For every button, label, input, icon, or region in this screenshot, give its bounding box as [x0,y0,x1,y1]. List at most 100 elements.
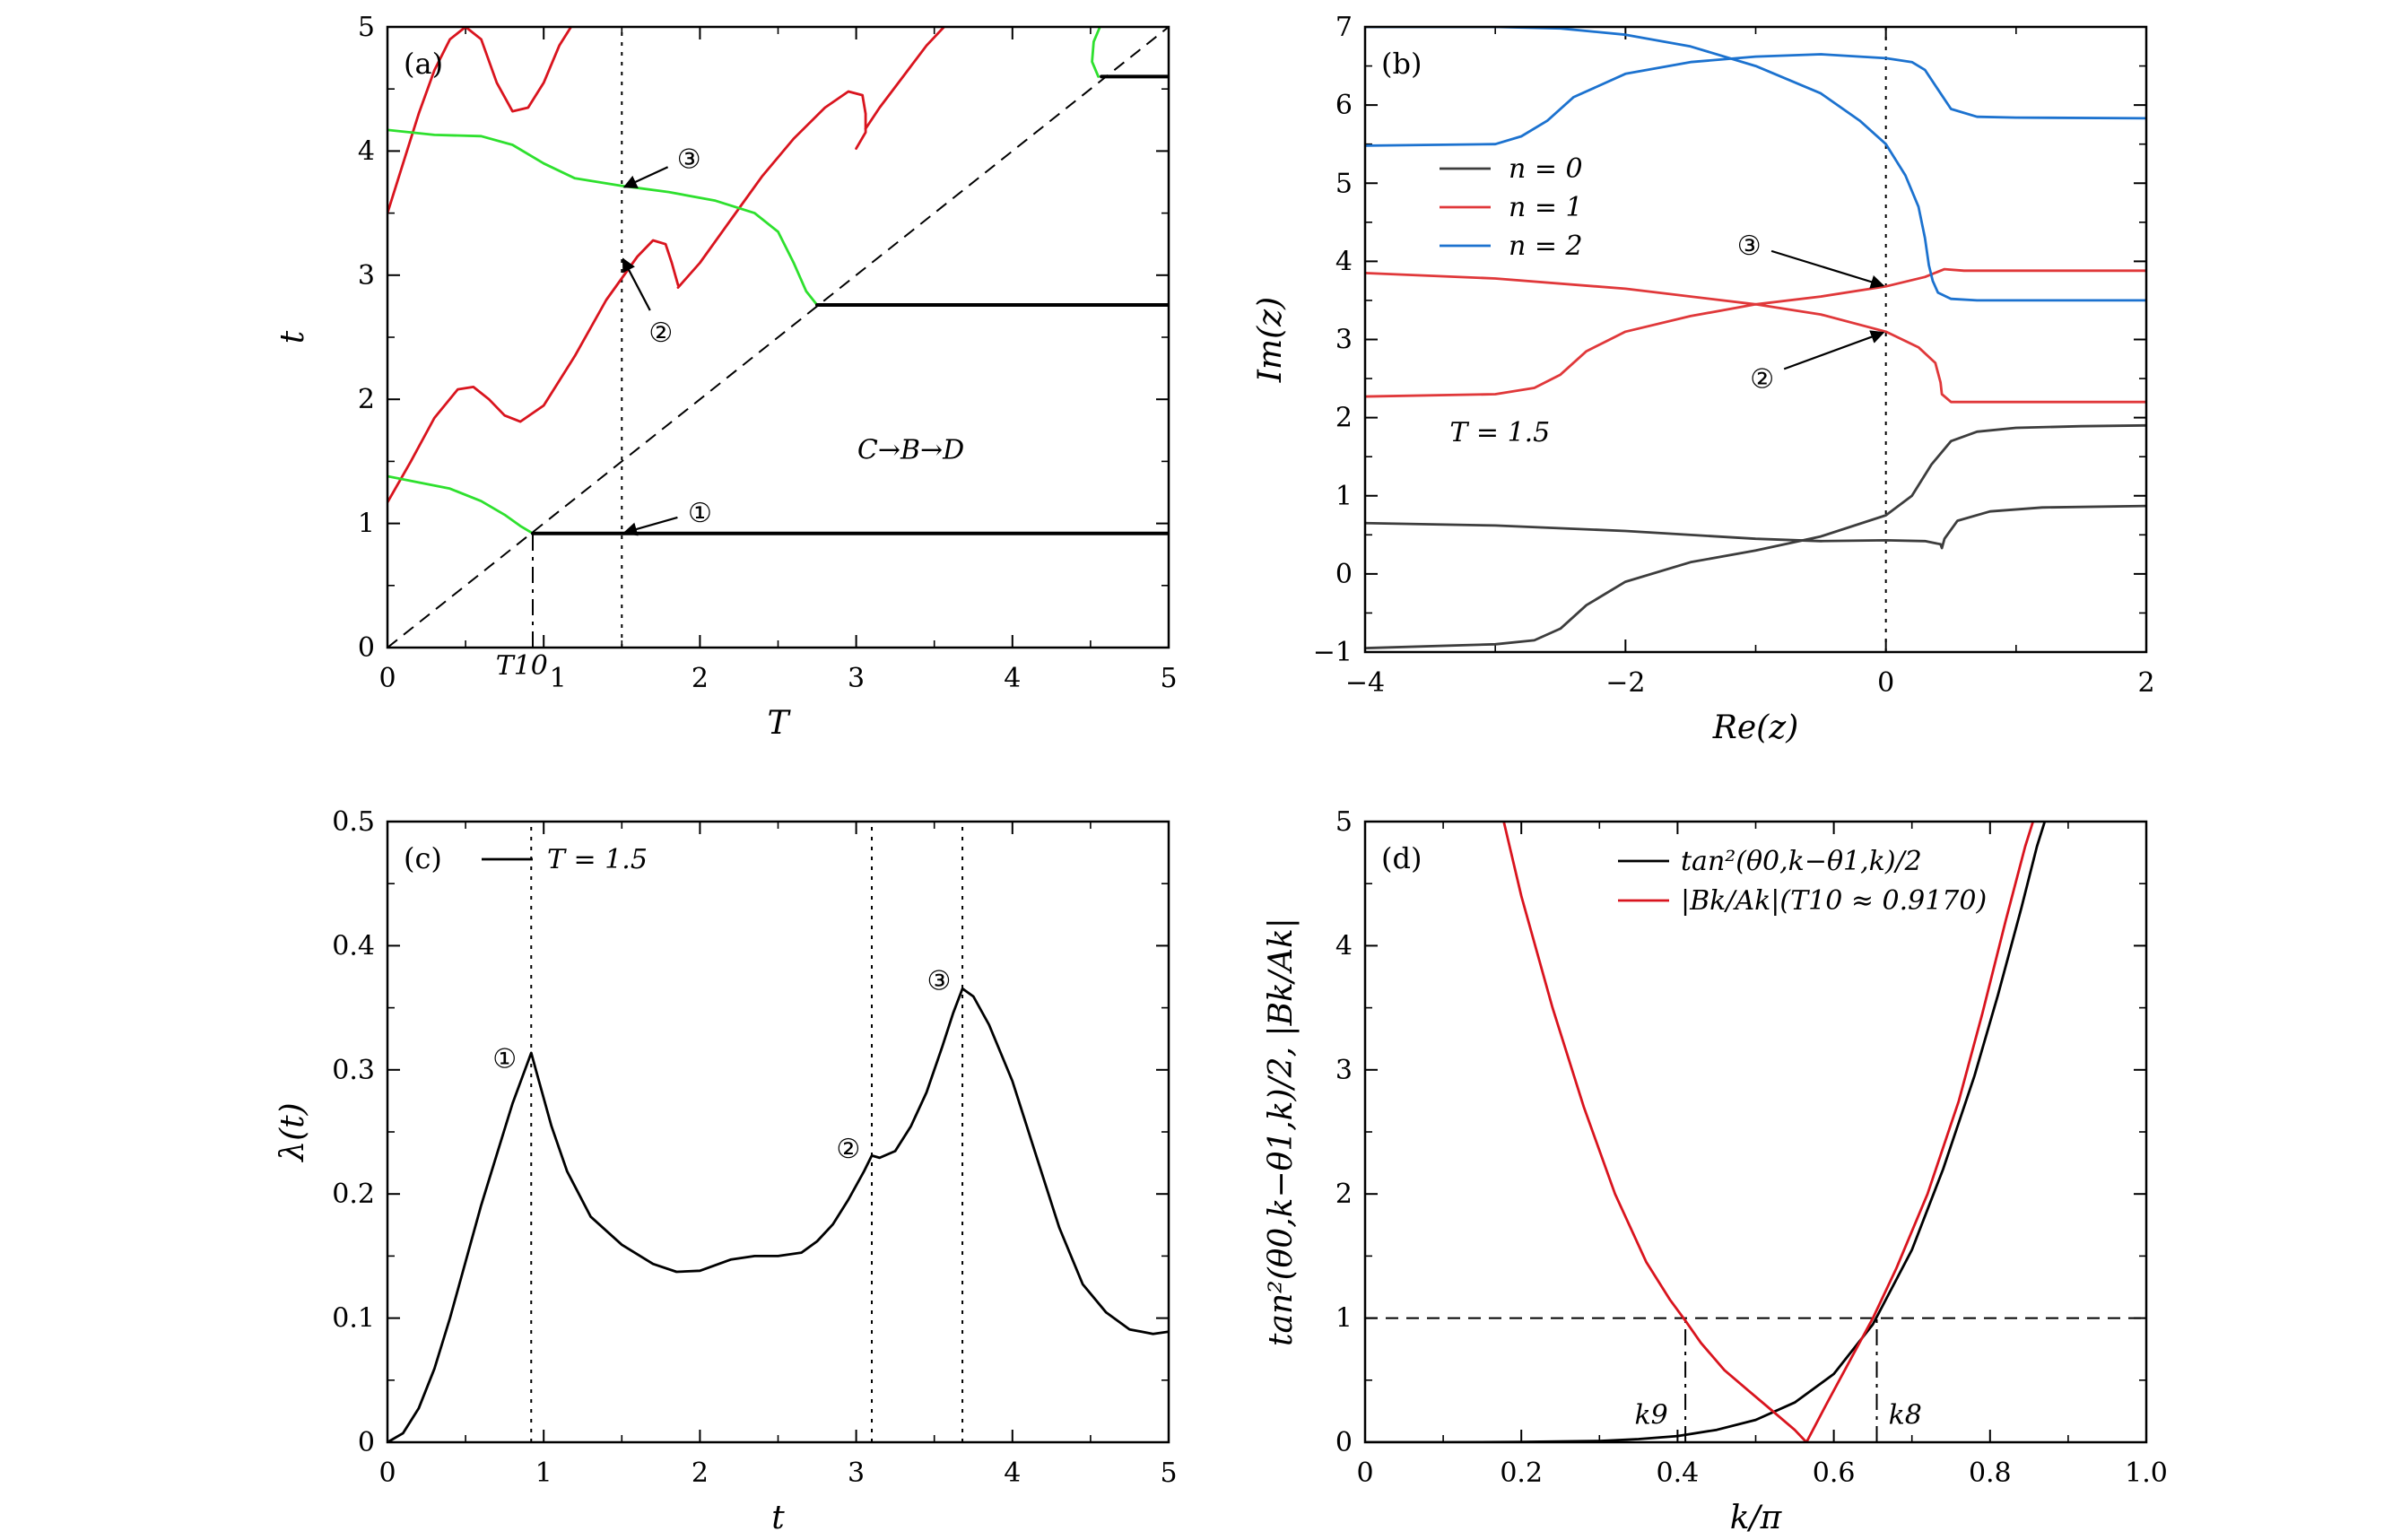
y-tick-label: 5 [1335,168,1353,199]
y-tick-label: 0.3 [332,1055,375,1086]
diagonal-line [387,27,1169,648]
series-n2-b [1365,27,2146,302]
panel-d: 0 0.2 0.4 0.6 0.8 1.0 0 1 2 3 4 5 k/π tan²(θ0,k−θ1,k)… [1263,806,2168,1536]
panel-c: 0 1 2 3 4 5 0 0.1 0.2 0.3 0.4 0.5 t λ(t) (c) ① ② ③ T = 1.5 [274,806,1178,1536]
legend-entry: n = 1 [1509,192,1583,223]
y-axis-label: tan²(θ0,k−θ1,k)/2, |Bk/Ak| [1263,918,1300,1346]
panel-a: 0 1 2 3 4 5 0 1 2 3 4 5 Tt (a) ① ② ③ C→B→D T10 [274,12,1178,742]
y-axis-label: t [274,330,311,344]
annotation-marker: ① [688,498,712,529]
x-tick-label: 4 [1004,663,1021,694]
annotation-arrow [1783,330,1885,370]
ticks: 0 0.2 0.4 0.6 0.8 1.0 0 1 2 3 4 5 [1335,806,2168,1489]
series-red-2 [676,90,867,289]
x-tick-label: 0.2 [1500,1457,1543,1489]
tick-note-T10: T10 [496,650,548,682]
x-tick-label: −2 [1605,667,1645,699]
legend-entry: n = 2 [1509,231,1583,262]
series-red-4 [387,27,573,214]
annotation-arrow [622,516,678,536]
legend-entry: tan²(θ0,k−θ1,k)/2 [1681,846,1922,877]
x-tick-label: 5 [1160,663,1177,694]
ticks: 0 1 2 3 4 5 0 0.1 0.2 0.3 0.4 0.5 [332,806,1177,1489]
y-axis-label: Im(z) [1252,297,1289,383]
series-group [387,27,1169,535]
legend: T = 1.5 [482,844,648,875]
y-tick-label: 5 [1335,806,1353,838]
x-tick-label: −4 [1345,667,1385,699]
y-tick-label: 0.1 [332,1303,375,1335]
series-n1-b [1365,272,2146,404]
series-BA-left [1502,822,1808,1442]
reference-lines [530,822,964,1442]
x-tick-label: 4 [1004,1457,1021,1489]
x-tick-label: 0 [378,1457,396,1489]
series-green-3 [1091,27,1101,78]
x-tick-label: 3 [848,1457,865,1489]
legend-entry: T = 1.5 [547,844,648,875]
annotation-marker: ② [1750,363,1774,395]
x-tick-label: 0.6 [1813,1457,1856,1489]
y-tick-label: 4 [1335,930,1353,961]
plot-frame [386,25,1170,649]
y-tick-label: 1 [1335,1303,1353,1335]
x-tick-label: 1.0 [2125,1457,2168,1489]
series-group [387,987,1169,1442]
x-tick-label: 1 [550,663,567,694]
annotation-marker: ③ [677,144,701,175]
plot-frame [1363,25,2148,654]
reference-lines [1365,1317,2146,1442]
y-tick-label: 3 [1335,1055,1353,1086]
y-tick-label: 4 [358,135,375,167]
legend-entry: |Bk/Ak|(T10 ≈ 0.9170) [1681,885,1987,917]
x-axis-label: k/π [1730,1500,1783,1536]
y-tick-label: 1 [358,509,375,540]
annotation-marker: ③ [1737,231,1762,262]
y-tick-label: 5 [358,12,375,43]
y-tick-label: 2 [1335,1179,1353,1210]
plot-frame [1363,820,2148,1444]
y-tick-label: 0 [358,1427,375,1458]
annotation-arrow [1770,249,1885,289]
annotation-arrow [622,166,669,188]
y-tick-label: 0.4 [332,930,375,961]
x-tick-label: 5 [1160,1457,1177,1489]
legend: n = 0 n = 1 n = 2 [1440,153,1583,262]
annotation-marker: ① [492,1043,517,1075]
path-label: C→B→D [857,435,964,466]
y-tick-label: 3 [1335,325,1353,356]
y-tick-label: 3 [358,260,375,291]
y-tick-label: 0 [1335,559,1353,590]
y-tick-label: 2 [358,384,375,415]
series-green-2 [387,128,819,307]
series-green-1 [387,474,535,535]
y-tick-label: 2 [1335,403,1353,434]
annotation-arrow [622,257,651,311]
series-group [1365,27,2146,649]
y-tick-label: 6 [1335,90,1353,121]
x-tick-label: 0 [378,663,396,694]
y-tick-label: 0.5 [332,806,375,838]
panel-label: (d) [1381,841,1422,875]
x-axis-label: Re(z) [1712,709,1798,746]
y-tick-label: 7 [1335,12,1353,43]
x-tick-label: 0 [1356,1457,1373,1489]
legend-entry: n = 0 [1509,153,1583,185]
annotation-marker: ② [836,1134,860,1165]
y-tick-label: 4 [1335,246,1353,277]
x-tick-label: 2 [692,1457,709,1489]
series-n0-b [1365,504,2146,550]
y-tick-label: 0.2 [332,1179,375,1210]
series-red-1 [387,239,680,504]
ticks: −4 −2 0 2 −1 0 1 2 3 4 5 6 7 [1313,12,2155,699]
x-tick-label: 3 [848,663,865,694]
series-BA-right [1805,822,2035,1442]
series-red-3 [864,27,946,130]
x-axis-label: t [771,1500,785,1536]
panel-label: (c) [404,841,442,875]
x-tick-label: 0 [1877,667,1894,699]
x-tick-label: 0.4 [1657,1457,1700,1489]
series-n0-a [1365,423,2146,649]
